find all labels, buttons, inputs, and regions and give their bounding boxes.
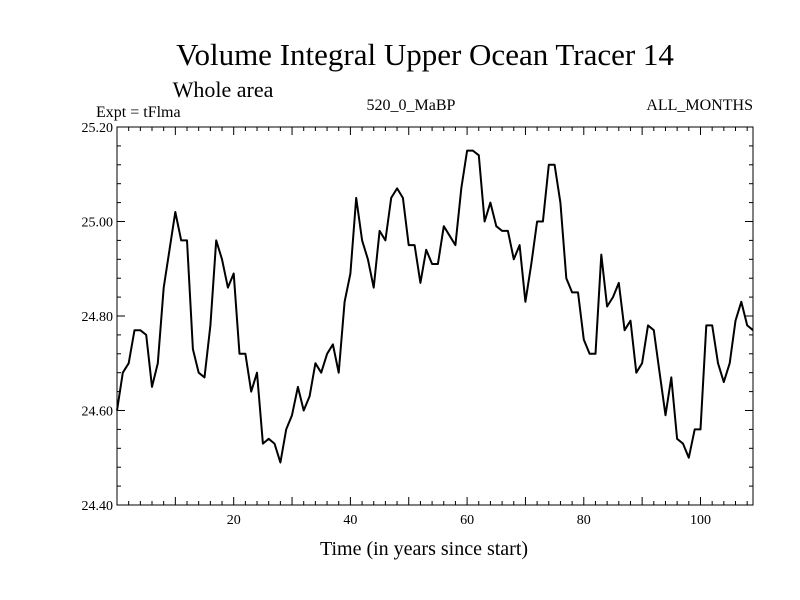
x-tick-label: 100 [690, 513, 711, 528]
experiment-label: Expt = tFlma [96, 104, 181, 121]
x-axis-label: Time (in years since start) [320, 538, 528, 560]
chart-subtitle: Whole area [173, 77, 274, 102]
axis-ticks [117, 127, 753, 505]
y-tick-label: 24.60 [82, 405, 114, 420]
x-tick-label: 20 [227, 513, 241, 528]
y-tick-label: 25.00 [82, 216, 114, 231]
period-label: 520_0_MaBP [367, 97, 456, 114]
x-tick-label: 40 [343, 513, 357, 528]
months-label: ALL_MONTHS [646, 97, 753, 114]
y-tick-label: 24.40 [82, 499, 114, 514]
y-tick-label: 25.20 [82, 121, 114, 136]
y-tick-label: 24.80 [82, 310, 114, 325]
x-tick-label: 80 [577, 513, 591, 528]
data-series-line [116, 149, 754, 464]
x-tick-label: 60 [460, 513, 474, 528]
axis-tick-labels: 20 40 60 80 100 24.40 24.60 24.80 25.00 25.20 [82, 121, 711, 528]
chart-title: Volume Integral Upper Ocean Tracer 14 [176, 37, 674, 72]
